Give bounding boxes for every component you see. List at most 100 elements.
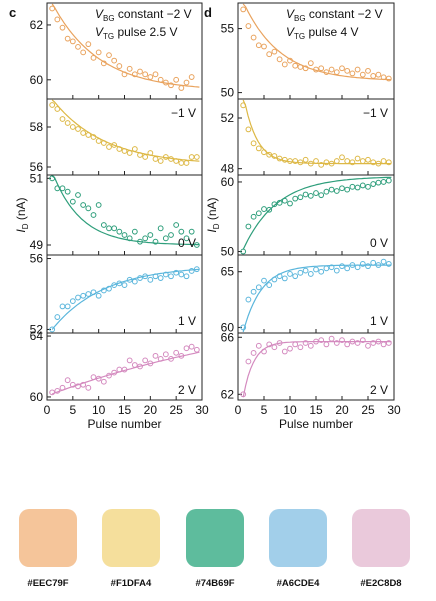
data-point	[302, 340, 309, 346]
subplot-label: −1 V	[363, 106, 388, 120]
header-line: VBG constant −2 V	[286, 7, 383, 23]
data-point	[370, 259, 377, 266]
data-point	[328, 186, 335, 193]
data-point	[90, 289, 97, 296]
data-point	[80, 381, 87, 388]
data-point	[131, 362, 138, 368]
data-point	[80, 202, 87, 208]
swatch-green	[186, 509, 244, 567]
data-point	[375, 179, 382, 186]
fit-curve	[51, 175, 200, 246]
data-point	[266, 341, 273, 348]
data-point	[116, 146, 123, 152]
data-point	[131, 278, 138, 285]
data-point	[339, 185, 345, 192]
data-point	[297, 64, 304, 70]
data-point	[375, 262, 382, 268]
data-point	[380, 158, 387, 164]
x-tick-label: 30	[387, 403, 401, 417]
data-point	[339, 154, 345, 161]
fit-curve	[242, 3, 392, 81]
fit-curve	[242, 264, 392, 333]
data-point	[90, 134, 97, 140]
subplot-label: 1 V	[178, 314, 196, 328]
x-tick-label: 25	[169, 403, 183, 417]
data-point	[178, 160, 185, 166]
data-point	[266, 51, 273, 58]
data-point	[287, 271, 293, 277]
data-point	[106, 372, 112, 379]
swatch-label-yellow: #F1DFA4	[110, 578, 152, 589]
data-point	[152, 238, 159, 245]
data-point	[157, 158, 164, 164]
data-point	[100, 378, 107, 385]
data-point	[250, 140, 257, 147]
data-point	[106, 144, 112, 150]
subplot-label: 0 V	[370, 236, 388, 250]
swatch-pink	[352, 509, 410, 567]
data-point	[323, 159, 330, 166]
data-point	[302, 65, 309, 72]
data-point	[142, 154, 149, 160]
data-point	[126, 235, 133, 242]
x-tick-label: 10	[92, 403, 106, 417]
data-point	[59, 116, 66, 122]
data-point	[75, 43, 81, 50]
data-point	[354, 264, 361, 271]
subplot-4: 60 65 1 V	[221, 254, 395, 334]
data-point	[261, 149, 267, 156]
data-point	[183, 273, 190, 280]
data-point	[168, 355, 174, 362]
y-tick-label: 60	[30, 390, 44, 404]
data-point	[95, 202, 102, 208]
data-point	[85, 205, 92, 212]
y-axis-subscript: D	[212, 223, 221, 229]
y-axis-symbol: I	[14, 229, 28, 233]
data-point	[152, 352, 159, 359]
data-point	[49, 102, 56, 108]
data-point	[245, 223, 252, 230]
subplot-label: 0 V	[178, 236, 196, 250]
data-point	[328, 264, 335, 271]
data-point	[307, 60, 314, 67]
data-point	[64, 303, 71, 310]
data-point	[95, 292, 102, 299]
data-point	[131, 71, 138, 78]
subplot-label: 2 V	[370, 383, 388, 397]
data-point	[349, 70, 356, 77]
data-point	[240, 248, 247, 255]
y-tick-label: 48	[221, 162, 235, 176]
x-tick-label: 20	[144, 403, 158, 417]
data-point	[69, 124, 76, 130]
data-point	[240, 6, 247, 13]
x-tick-label: 0	[44, 403, 51, 417]
data-point	[116, 63, 123, 69]
x-tick-label: 20	[335, 403, 349, 417]
data-point	[281, 275, 288, 282]
data-point	[255, 145, 262, 152]
data-point	[100, 60, 107, 67]
y-axis-label: ID (nA)	[205, 197, 221, 232]
data-point	[157, 225, 164, 232]
data-point	[142, 357, 149, 364]
swatch-blue	[269, 509, 327, 567]
y-axis-label: ID (nA)	[14, 197, 30, 232]
data-point	[147, 74, 154, 80]
data-point	[49, 389, 56, 396]
data-point	[131, 146, 138, 152]
data-point	[54, 314, 61, 320]
header-symbol: V	[286, 7, 295, 21]
data-point	[106, 285, 112, 292]
y-tick-label: 56	[30, 252, 44, 266]
data-point	[193, 266, 200, 273]
data-point	[173, 76, 180, 83]
x-tick-label: 15	[309, 403, 323, 417]
data-point	[49, 5, 56, 12]
data-point	[271, 48, 278, 55]
data-point	[69, 298, 76, 304]
swatch-label-orange: #EEC79F	[27, 578, 69, 589]
data-point	[100, 222, 107, 228]
data-point	[85, 41, 92, 48]
data-point	[261, 348, 267, 355]
data-point	[297, 194, 304, 201]
